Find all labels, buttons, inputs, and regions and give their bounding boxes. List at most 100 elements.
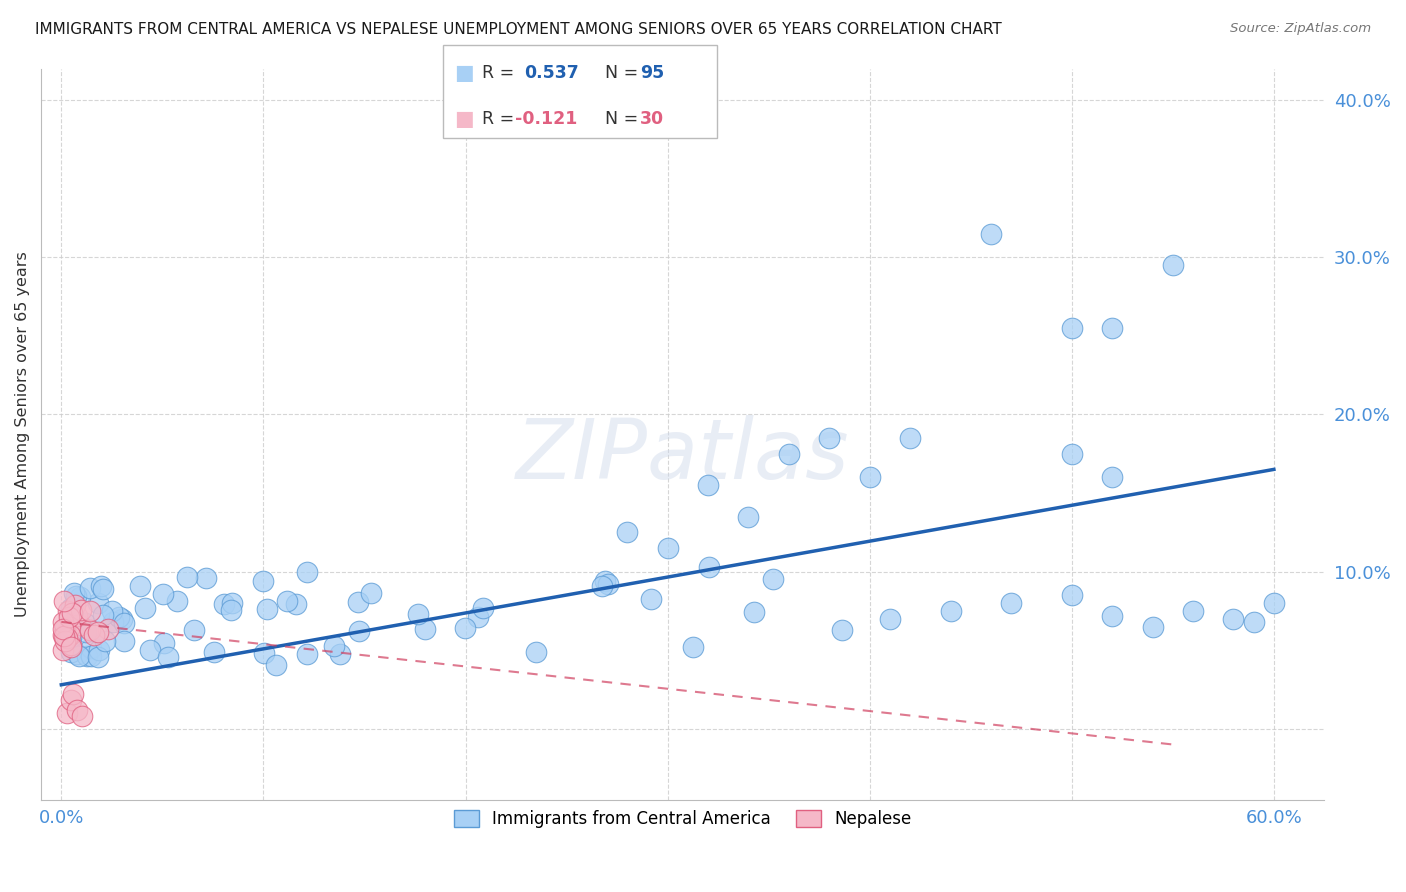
Point xyxy=(202,645,225,659)
Point xyxy=(454,621,477,635)
Point xyxy=(53,629,76,643)
Point xyxy=(322,639,344,653)
Point xyxy=(347,595,370,609)
Point xyxy=(53,594,76,608)
Point xyxy=(55,633,77,648)
Point xyxy=(859,470,882,484)
Point xyxy=(898,431,921,445)
Point xyxy=(66,609,89,624)
Point xyxy=(980,227,1002,241)
Point xyxy=(66,703,89,717)
Point xyxy=(97,622,120,636)
Point xyxy=(80,640,103,655)
Point xyxy=(256,602,278,616)
Point xyxy=(87,643,110,657)
Point xyxy=(91,607,114,622)
Point xyxy=(593,574,616,589)
Point xyxy=(295,647,318,661)
Point xyxy=(93,582,115,597)
Point xyxy=(183,624,205,638)
Point xyxy=(70,603,93,617)
Point xyxy=(101,615,124,629)
Point xyxy=(166,594,188,608)
Point xyxy=(79,604,101,618)
Point xyxy=(328,648,350,662)
Point xyxy=(62,606,84,620)
Text: 95: 95 xyxy=(640,64,664,82)
Point xyxy=(284,597,307,611)
Point xyxy=(62,687,84,701)
Point xyxy=(134,601,156,615)
Point xyxy=(60,630,83,644)
Point xyxy=(360,586,382,600)
Point xyxy=(73,615,96,630)
Text: ■: ■ xyxy=(454,63,474,83)
Point xyxy=(682,640,704,654)
Point xyxy=(52,642,75,657)
Point xyxy=(252,574,274,589)
Point xyxy=(152,587,174,601)
Point xyxy=(101,604,124,618)
Point xyxy=(195,571,218,585)
Point xyxy=(83,628,105,642)
Point xyxy=(112,633,135,648)
Point xyxy=(79,623,101,637)
Point xyxy=(1142,619,1164,633)
Point xyxy=(212,597,235,611)
Point xyxy=(761,572,783,586)
Point xyxy=(87,650,110,665)
Point xyxy=(1060,447,1083,461)
Point xyxy=(152,635,174,649)
Y-axis label: Unemployment Among Seniors over 65 years: Unemployment Among Seniors over 65 years xyxy=(15,252,30,617)
Point xyxy=(56,632,79,646)
Point xyxy=(697,478,720,492)
Point xyxy=(79,581,101,595)
Point xyxy=(62,586,84,600)
Text: R =: R = xyxy=(482,64,515,82)
Text: 30: 30 xyxy=(640,110,664,128)
Text: -0.121: -0.121 xyxy=(515,110,576,128)
Point xyxy=(467,610,489,624)
Point xyxy=(1222,612,1244,626)
Point xyxy=(524,645,547,659)
Text: N =: N = xyxy=(605,64,638,82)
Point xyxy=(737,509,759,524)
Point xyxy=(52,622,75,636)
Point xyxy=(79,648,101,663)
Text: N =: N = xyxy=(605,110,638,128)
Point xyxy=(640,592,662,607)
Point xyxy=(59,638,82,652)
Point xyxy=(264,658,287,673)
Point xyxy=(90,579,112,593)
Point xyxy=(221,603,243,617)
Point xyxy=(778,447,800,461)
Point xyxy=(59,628,82,642)
Point xyxy=(591,579,613,593)
Text: ZIPatlas: ZIPatlas xyxy=(516,416,849,497)
Text: IMMIGRANTS FROM CENTRAL AMERICA VS NEPALESE UNEMPLOYMENT AMONG SENIORS OVER 65 Y: IMMIGRANTS FROM CENTRAL AMERICA VS NEPAL… xyxy=(35,22,1002,37)
Point xyxy=(657,541,679,555)
Point xyxy=(66,647,89,661)
Point xyxy=(1000,596,1022,610)
Point xyxy=(65,589,87,603)
Point xyxy=(56,706,79,720)
Legend: Immigrants from Central America, Nepalese: Immigrants from Central America, Nepales… xyxy=(447,804,918,835)
Point xyxy=(1101,470,1123,484)
Point xyxy=(52,615,75,629)
Point xyxy=(63,599,86,613)
Point xyxy=(1060,588,1083,602)
Point xyxy=(879,612,901,626)
Point xyxy=(112,615,135,630)
Point xyxy=(156,649,179,664)
Text: R =: R = xyxy=(482,110,515,128)
Point xyxy=(742,605,765,619)
Point xyxy=(60,693,83,707)
Point xyxy=(295,565,318,579)
Point xyxy=(53,621,76,635)
Point xyxy=(58,604,80,618)
Point xyxy=(176,570,198,584)
Point xyxy=(1060,321,1083,335)
Point xyxy=(939,604,962,618)
Point xyxy=(70,709,93,723)
Point xyxy=(699,559,721,574)
